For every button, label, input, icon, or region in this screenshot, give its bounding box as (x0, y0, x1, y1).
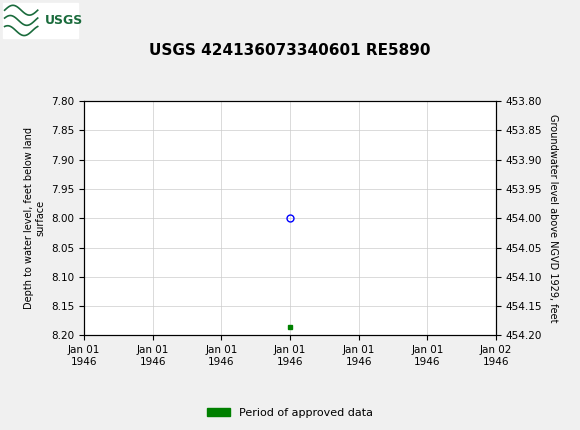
Y-axis label: Depth to water level, feet below land
surface: Depth to water level, feet below land su… (24, 127, 46, 309)
Text: USGS: USGS (45, 14, 83, 27)
Legend: Period of approved data: Period of approved data (203, 403, 377, 422)
Text: USGS 424136073340601 RE5890: USGS 424136073340601 RE5890 (149, 43, 431, 58)
Y-axis label: Groundwater level above NGVD 1929, feet: Groundwater level above NGVD 1929, feet (548, 114, 558, 322)
FancyBboxPatch shape (3, 3, 78, 37)
